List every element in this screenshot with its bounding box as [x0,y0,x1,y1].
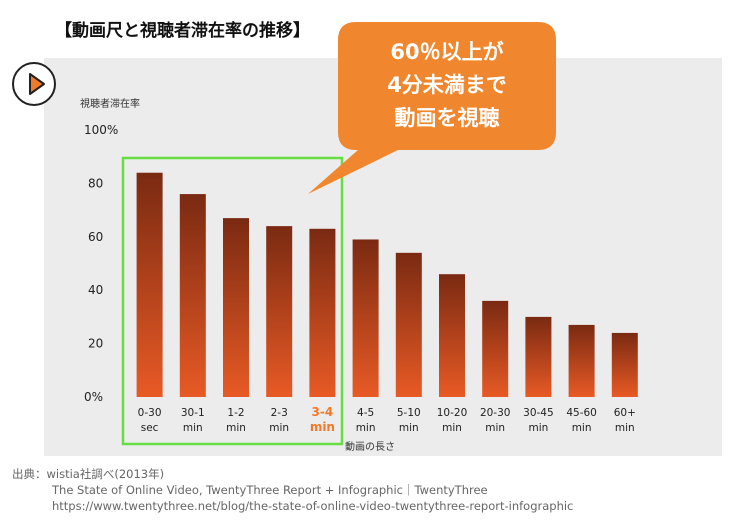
x-tick-label: min [356,422,376,434]
x-tick-label: min [572,422,592,434]
x-tick-label: min [226,422,246,434]
source-url[interactable]: https://www.twentythree.net/blog/the-sta… [52,499,574,513]
x-tick-label: 45-60 [566,407,597,419]
y-axis-label: 視聴者滞在率 [80,97,140,110]
bar [309,228,336,397]
y-tick-label: 80 [88,176,103,190]
bar [136,172,163,397]
callout-shape [308,22,556,194]
y-tick-label: 20 [88,337,103,351]
x-tick-label: min [528,422,548,434]
callout-line: 動画を視聴 [394,106,500,130]
page-title: 【動画尺と視聴者滞在率の推移】 [55,21,310,41]
play-icon [29,73,45,95]
x-tick-label: min [183,422,203,434]
x-tick-label: 1-2 [227,407,244,419]
x-tick-label: 5-10 [397,407,421,419]
x-axis-label: 動画の長さ [345,440,395,453]
y-tick-label: 60 [88,230,103,244]
y-tick-label: 100% [84,123,118,137]
x-tick-label: 30-1 [181,407,205,419]
x-tick-label: min [269,422,289,434]
callout-text: 60％以上が 4分未満まで 動画を視聴 [338,36,556,135]
bar [266,226,293,397]
x-tick-label: 60+ [614,407,636,419]
y-tick-label: 40 [88,283,103,297]
play-button[interactable] [12,62,56,106]
source-citation: 出典：wistia社調べ(2013年) The State of Online … [12,466,573,514]
x-tick-label: min [310,420,335,434]
bar [223,218,249,397]
bar [179,194,206,397]
x-tick-label: sec [141,422,159,434]
callout-line: 4分未満まで [387,73,507,97]
y-tick-label: 0% [84,390,103,404]
x-tick-label: min [442,422,462,434]
x-tick-label: min [615,422,635,434]
bar [482,300,509,397]
callout-bubble: 60％以上が 4分未満まで 動画を視聴 [308,22,556,194]
x-tick-label: 2-3 [271,407,288,419]
bar [439,274,465,397]
source-title: The State of Online Video, TwentyThree R… [52,483,488,497]
x-tick-label: 10-20 [437,407,468,419]
bar [352,239,379,397]
bar [395,252,422,397]
highlight-box [121,156,344,446]
x-tick-label: 30-45 [523,407,554,419]
x-tick-label: 20-30 [480,407,511,419]
source-label: 出典：wistia社調べ(2013年) [12,467,165,481]
x-tick-label: 3-4 [312,405,334,419]
x-tick-label: min [399,422,419,434]
x-tick-label: min [485,422,505,434]
bar [611,332,638,397]
bar [525,316,552,397]
x-tick-label: 4-5 [357,407,374,419]
x-tick-label: 0-30 [138,407,162,419]
bar [568,324,595,397]
callout-line: 60％以上が [390,40,504,64]
